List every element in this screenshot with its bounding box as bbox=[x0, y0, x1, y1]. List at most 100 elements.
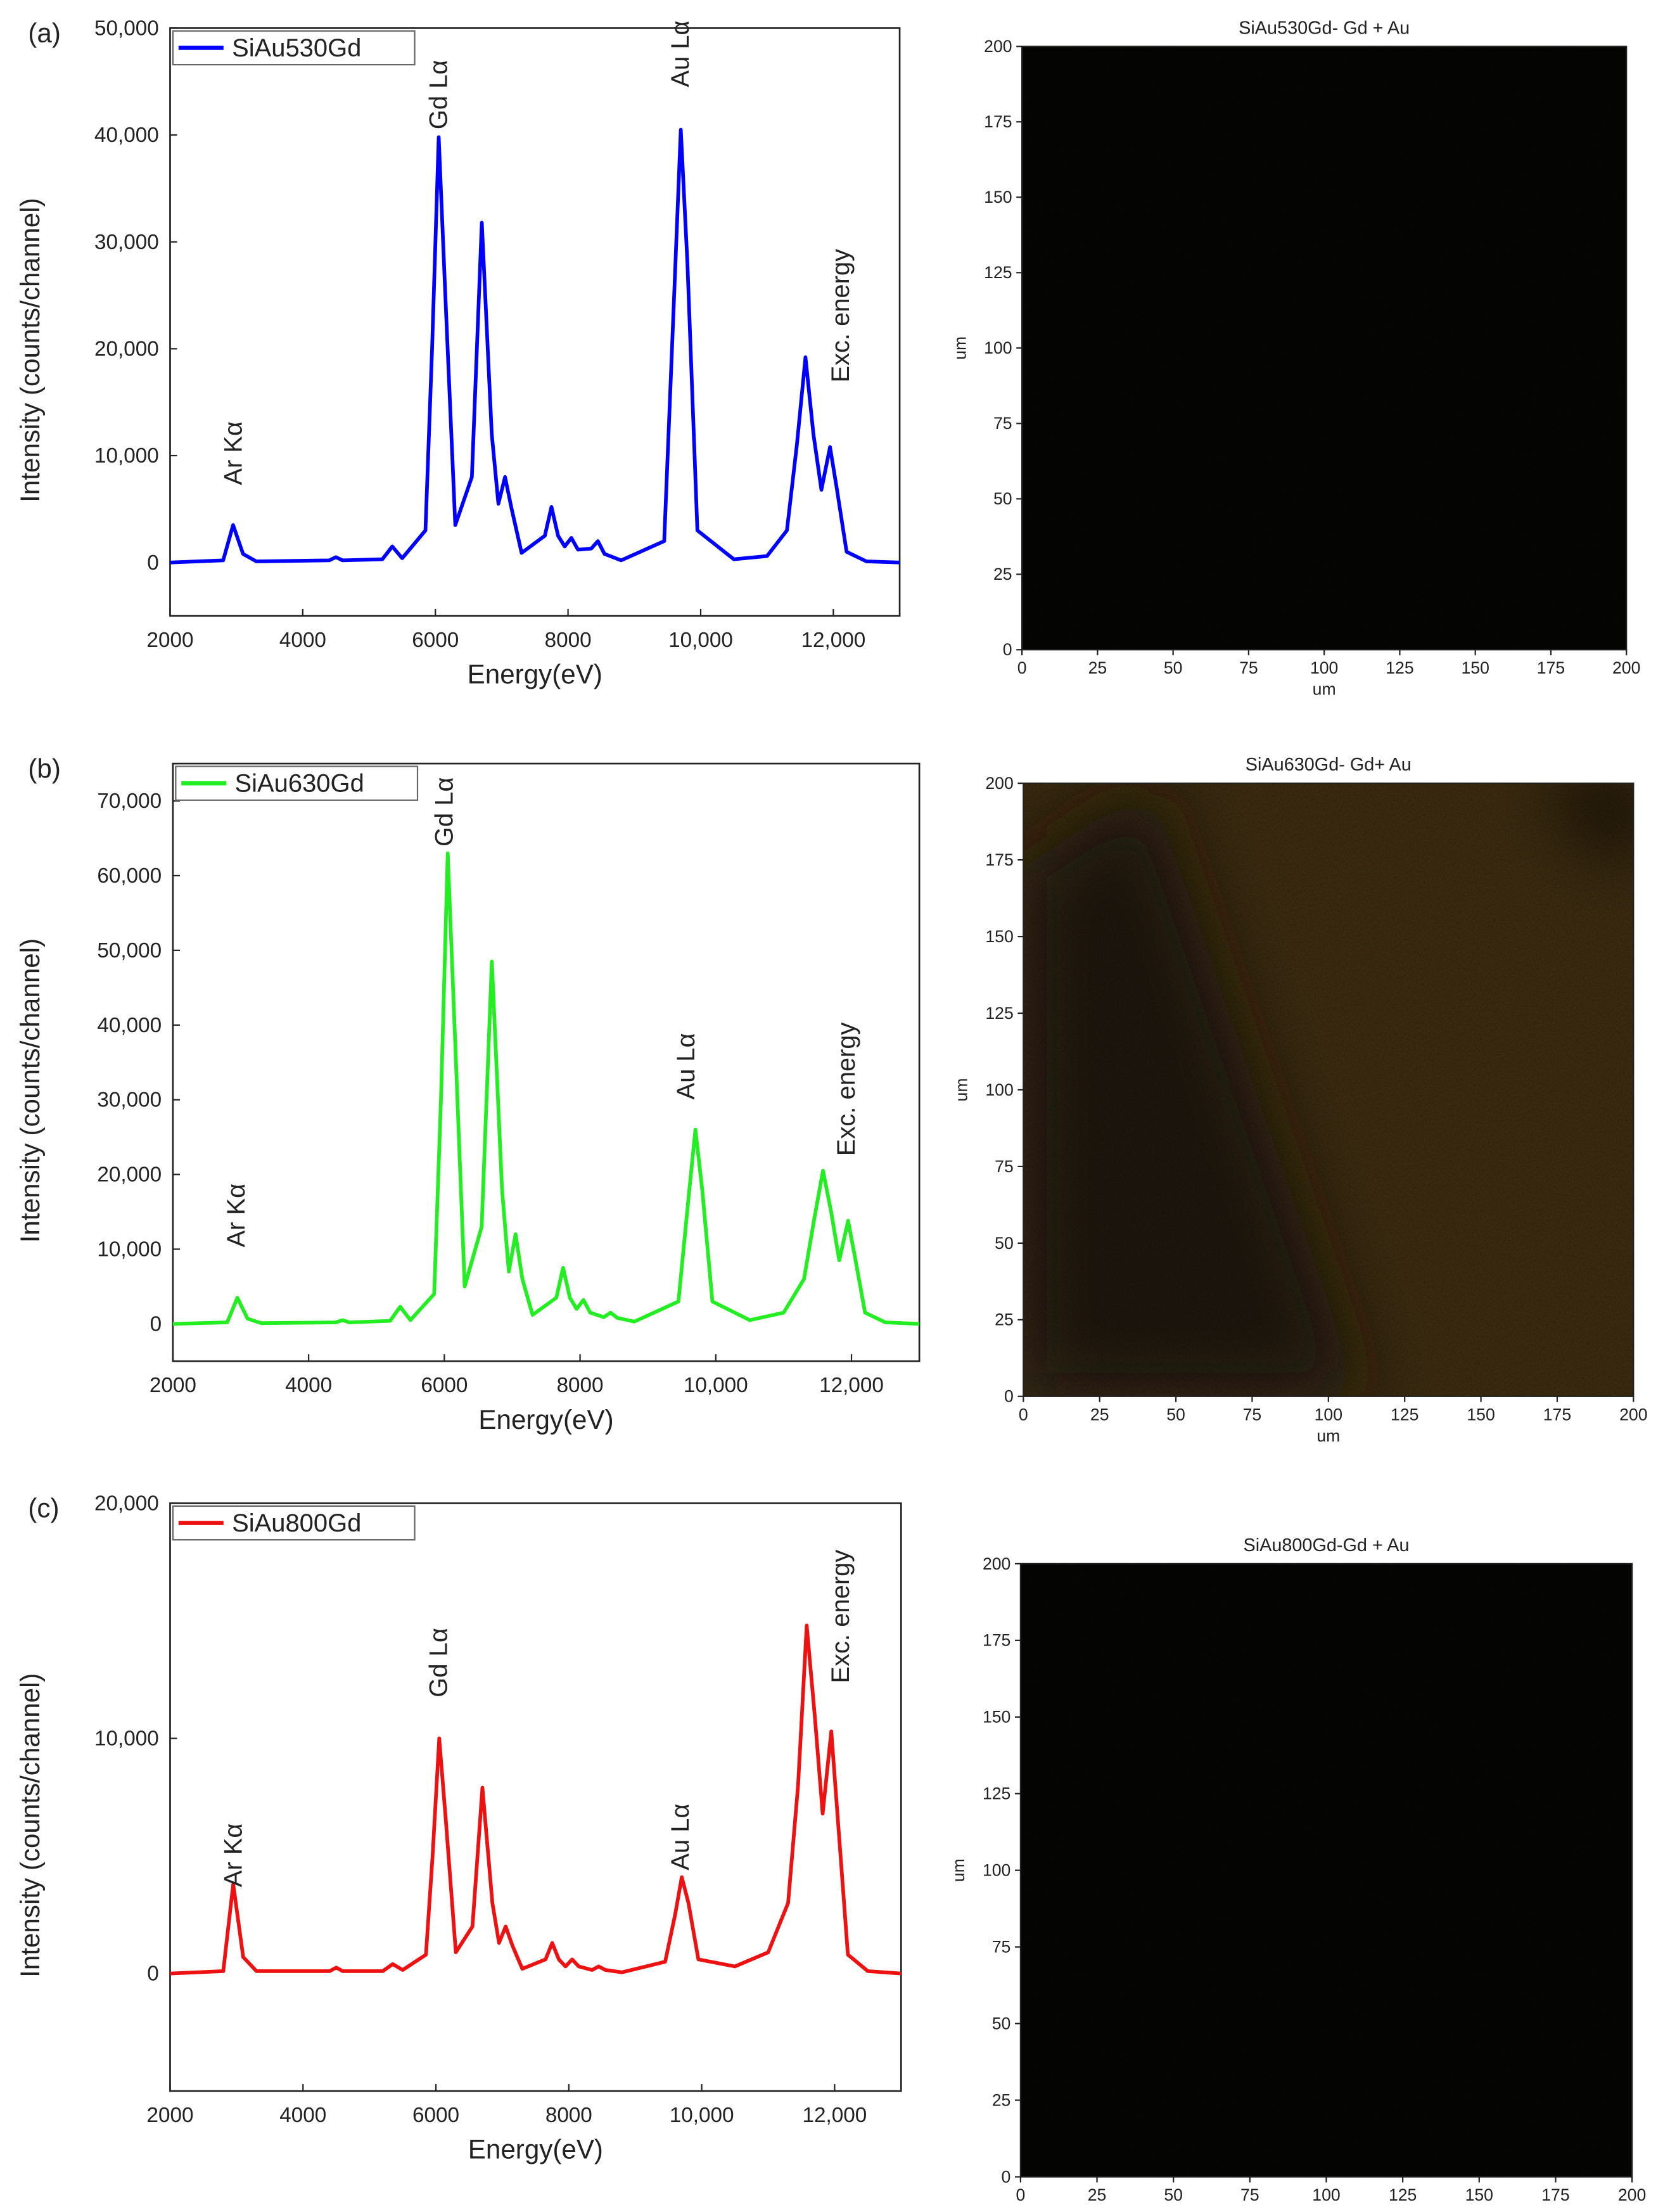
x-axis-label: um bbox=[1316, 1426, 1340, 1445]
x-tick-label: 125 bbox=[1386, 658, 1413, 677]
x-tick-label: 50 bbox=[1164, 658, 1183, 677]
y-tick-label: 30,000 bbox=[94, 231, 159, 254]
y-tick-label: 125 bbox=[985, 1004, 1013, 1023]
map-image bbox=[1022, 46, 1627, 650]
map-title: SiAu530Gd- Gd + Au bbox=[1239, 18, 1410, 38]
y-tick-label: 10,000 bbox=[94, 1727, 159, 1751]
x-tick-label: 12,000 bbox=[803, 2104, 867, 2127]
panel-label: (c) bbox=[28, 1493, 59, 1523]
y-tick-label: 100 bbox=[984, 338, 1012, 357]
y-tick-label: 0 bbox=[147, 1962, 159, 1986]
y-axis-label: um bbox=[949, 1858, 968, 1882]
x-axis-label: Energy(eV) bbox=[468, 2135, 603, 2164]
x-tick-label: 200 bbox=[1618, 2185, 1646, 2204]
x-tick-label: 25 bbox=[1088, 658, 1107, 677]
y-axis-label: um bbox=[950, 336, 969, 360]
x-tick-label: 2000 bbox=[146, 2104, 193, 2127]
x-tick-label: 75 bbox=[1243, 1405, 1262, 1424]
y-tick-label: 70,000 bbox=[97, 790, 162, 813]
panel-label: (a) bbox=[28, 18, 61, 48]
x-tick-label: 2000 bbox=[146, 629, 193, 652]
x-tick-label: 175 bbox=[1541, 2185, 1569, 2204]
y-axis-label: um bbox=[952, 1078, 971, 1101]
series-line bbox=[170, 1623, 902, 1976]
y-tick-label: 125 bbox=[984, 263, 1012, 282]
series-line bbox=[170, 127, 900, 565]
x-tick-label: 25 bbox=[1090, 1405, 1109, 1424]
x-tick-label: 75 bbox=[1239, 658, 1258, 677]
y-tick-label: 100 bbox=[985, 1080, 1013, 1099]
y-tick-label: 0 bbox=[1003, 640, 1012, 659]
x-tick-label: 12,000 bbox=[801, 629, 866, 652]
y-tick-label: 50,000 bbox=[97, 939, 162, 962]
x-tick-label: 50 bbox=[1164, 2185, 1183, 2204]
y-tick-label: 0 bbox=[1002, 2167, 1011, 2186]
y-tick-label: 25 bbox=[995, 1310, 1014, 1329]
y-tick-label: 175 bbox=[983, 1631, 1010, 1650]
y-tick-label: 125 bbox=[983, 1784, 1010, 1803]
map-noise bbox=[1020, 1563, 1633, 2177]
x-tick-label: 10,000 bbox=[670, 2104, 734, 2127]
panel-label: (b) bbox=[28, 753, 61, 783]
x-tick-label: 8000 bbox=[557, 1374, 604, 1397]
x-tick-label: 75 bbox=[1240, 2185, 1259, 2204]
y-tick-label: 200 bbox=[984, 37, 1012, 56]
y-tick-label: 75 bbox=[993, 414, 1012, 433]
y-tick-label: 100 bbox=[983, 1861, 1010, 1880]
annotation: Gd Lα bbox=[425, 60, 453, 129]
y-tick-label: 60,000 bbox=[97, 864, 162, 888]
x-tick-label: 175 bbox=[1543, 1405, 1571, 1424]
legend-label: SiAu800Gd bbox=[232, 1509, 361, 1537]
y-tick-label: 25 bbox=[992, 2090, 1011, 2109]
map-title: SiAu630Gd- Gd+ Au bbox=[1246, 755, 1412, 775]
x-tick-label: 125 bbox=[1391, 1405, 1418, 1424]
y-tick-label: 10,000 bbox=[94, 444, 159, 468]
x-tick-label: 200 bbox=[1619, 1405, 1647, 1424]
y-tick-label: 40,000 bbox=[97, 1014, 162, 1037]
y-tick-label: 50 bbox=[993, 489, 1012, 508]
x-tick-label: 10,000 bbox=[684, 1374, 748, 1397]
x-tick-label: 100 bbox=[1312, 2185, 1340, 2204]
annotation: Au Lα bbox=[672, 1033, 700, 1099]
y-tick-label: 200 bbox=[985, 774, 1013, 793]
x-tick-label: 10,000 bbox=[668, 629, 733, 652]
plot-frame bbox=[169, 27, 901, 617]
x-tick-label: 150 bbox=[1465, 2185, 1493, 2204]
plot-frame bbox=[172, 762, 921, 1362]
y-tick-label: 0 bbox=[147, 551, 159, 575]
x-tick-label: 4000 bbox=[279, 629, 326, 652]
y-tick-label: 30,000 bbox=[97, 1089, 162, 1112]
x-tick-label: 25 bbox=[1088, 2185, 1107, 2204]
y-tick-label: 40,000 bbox=[94, 124, 159, 147]
y-tick-label: 50 bbox=[992, 2014, 1011, 2033]
y-tick-label: 50,000 bbox=[94, 16, 159, 40]
y-tick-label: 75 bbox=[995, 1157, 1014, 1176]
y-axis-label: Intensity (counts/channel) bbox=[15, 1673, 45, 1977]
y-tick-label: 175 bbox=[984, 112, 1012, 131]
x-tick-label: 100 bbox=[1315, 1405, 1342, 1424]
y-tick-label: 175 bbox=[985, 850, 1013, 869]
x-tick-label: 0 bbox=[1016, 2185, 1025, 2204]
y-tick-label: 150 bbox=[984, 188, 1012, 207]
series-line bbox=[172, 851, 920, 1326]
x-tick-label: 6000 bbox=[412, 2104, 459, 2127]
y-tick-label: 20,000 bbox=[94, 337, 159, 361]
x-tick-label: 100 bbox=[1310, 658, 1338, 677]
x-tick-label: 4000 bbox=[285, 1374, 332, 1397]
map-image bbox=[1023, 783, 1634, 1397]
x-tick-label: 2000 bbox=[150, 1374, 196, 1397]
y-tick-label: 0 bbox=[150, 1312, 162, 1336]
x-tick-label: 6000 bbox=[412, 629, 459, 652]
y-tick-label: 150 bbox=[983, 1708, 1010, 1727]
x-axis-label: Energy(eV) bbox=[468, 660, 602, 689]
legend-label: SiAu630Gd bbox=[235, 769, 364, 797]
x-tick-label: 0 bbox=[1019, 1405, 1028, 1424]
x-tick-label: 125 bbox=[1389, 2185, 1417, 2204]
annotation: Exc. energy bbox=[832, 1022, 860, 1156]
y-axis-label: Intensity (counts/channel) bbox=[15, 198, 45, 502]
x-tick-label: 0 bbox=[1017, 658, 1027, 677]
annotation: Ar Kα bbox=[222, 1184, 250, 1248]
x-tick-label: 8000 bbox=[545, 2104, 592, 2127]
x-tick-label: 200 bbox=[1612, 658, 1640, 677]
